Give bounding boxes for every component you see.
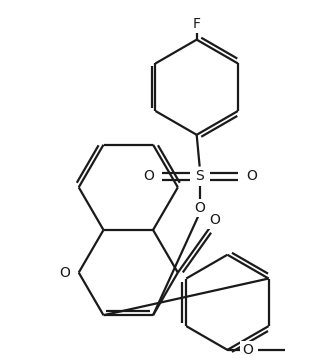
Text: O: O: [144, 169, 155, 183]
Text: O: O: [209, 213, 220, 227]
Text: O: O: [194, 201, 205, 215]
Text: F: F: [193, 17, 201, 31]
Text: O: O: [246, 169, 257, 183]
Text: O: O: [60, 266, 70, 280]
Text: S: S: [195, 169, 204, 183]
Text: O: O: [242, 343, 253, 357]
